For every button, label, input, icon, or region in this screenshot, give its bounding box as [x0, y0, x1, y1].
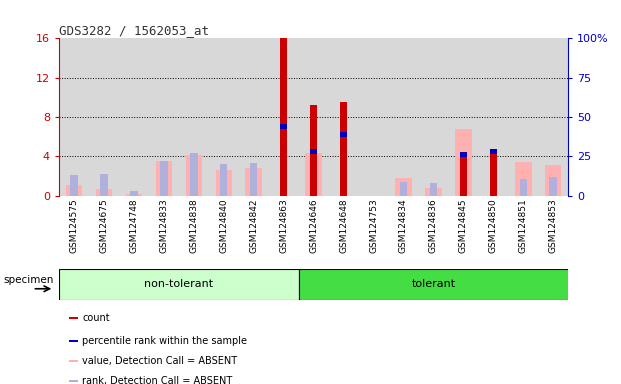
Bar [250, 163, 258, 196]
Bar [119, 38, 149, 196]
Bar [69, 381, 78, 382]
Text: value, Detection Call = ABSENT: value, Detection Call = ABSENT [82, 356, 237, 366]
Bar [306, 152, 322, 196]
Bar [269, 38, 299, 196]
Text: count: count [82, 313, 110, 323]
Bar [310, 152, 317, 196]
Bar [299, 38, 329, 196]
Bar [215, 170, 232, 196]
Bar [515, 162, 532, 196]
Bar [130, 191, 138, 196]
Bar [490, 152, 497, 196]
Bar [520, 179, 527, 196]
Bar [125, 194, 142, 196]
Bar [419, 38, 448, 196]
Bar [329, 38, 358, 196]
Bar [149, 38, 179, 196]
Bar [455, 129, 471, 196]
Text: non-tolerant: non-tolerant [144, 279, 214, 289]
Text: specimen: specimen [3, 275, 53, 285]
Bar [100, 174, 107, 196]
Bar [509, 38, 538, 196]
Bar [190, 153, 197, 196]
Text: tolerant: tolerant [411, 279, 455, 289]
Bar [280, 124, 287, 129]
Bar [310, 149, 317, 154]
Bar [545, 166, 561, 196]
Bar [478, 38, 509, 196]
Bar [538, 38, 568, 196]
Bar [69, 318, 78, 319]
Bar [69, 360, 78, 362]
Bar [209, 38, 238, 196]
Bar [280, 38, 287, 196]
Bar [460, 152, 466, 157]
Bar [238, 38, 269, 196]
Bar [59, 269, 299, 300]
Bar [358, 38, 389, 196]
Bar [550, 177, 557, 196]
Bar [245, 168, 262, 196]
Bar [430, 183, 437, 196]
Bar [69, 340, 78, 342]
Bar [179, 38, 209, 196]
Bar [186, 154, 202, 196]
Bar [96, 189, 112, 196]
Bar [160, 161, 168, 196]
Bar [89, 38, 119, 196]
Bar [70, 175, 78, 196]
Text: percentile rank within the sample: percentile rank within the sample [82, 336, 247, 346]
Bar [220, 164, 227, 196]
Bar [448, 38, 478, 196]
Bar [460, 154, 466, 196]
Bar [389, 38, 419, 196]
Bar [400, 182, 407, 196]
Bar [340, 103, 347, 196]
Bar [310, 105, 317, 196]
Bar [460, 155, 467, 196]
Bar [299, 269, 583, 300]
Text: rank, Detection Call = ABSENT: rank, Detection Call = ABSENT [82, 376, 232, 384]
Bar [156, 161, 172, 196]
Bar [425, 188, 442, 196]
Text: GDS3282 / 1562053_at: GDS3282 / 1562053_at [59, 24, 209, 37]
Bar [66, 185, 82, 196]
Bar [340, 132, 347, 137]
Bar [59, 38, 89, 196]
Bar [395, 178, 412, 196]
Bar [490, 149, 497, 154]
